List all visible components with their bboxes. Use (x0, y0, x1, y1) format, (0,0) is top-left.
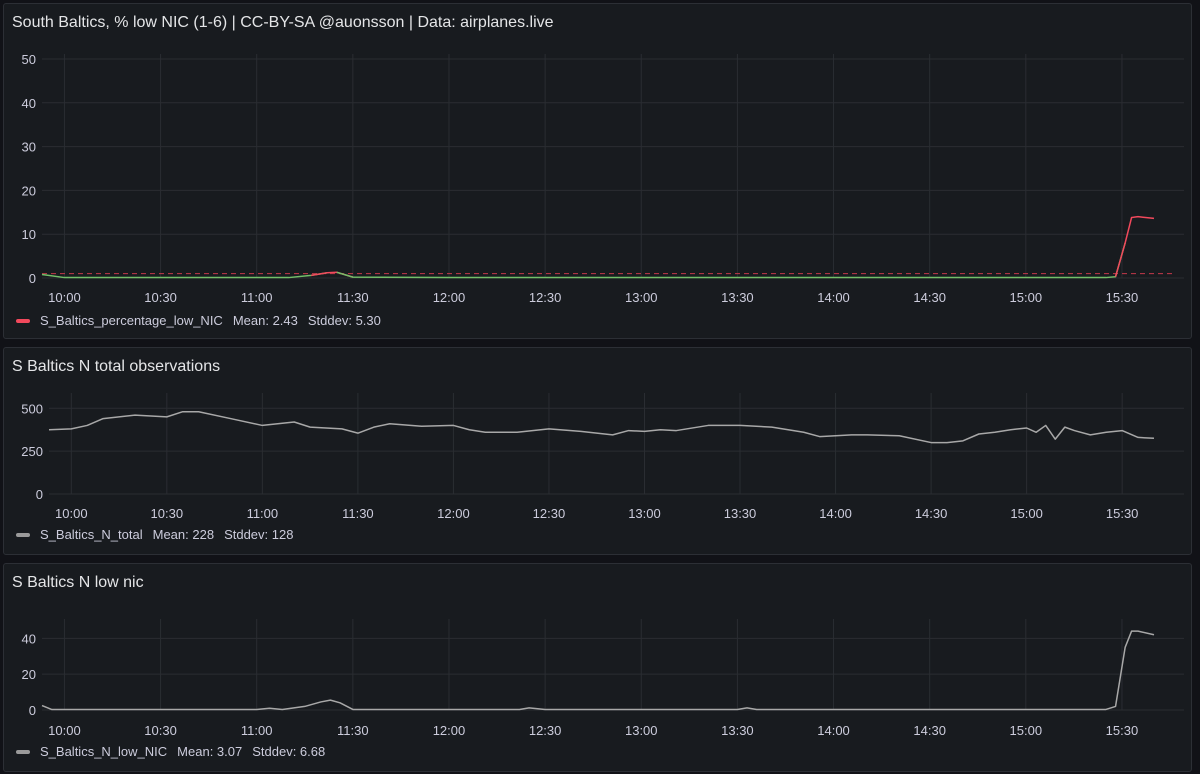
legend-series-name[interactable]: S_Baltics_N_total (40, 527, 143, 542)
series-line[interactable] (48, 410, 1155, 444)
legend-swatch (16, 749, 30, 754)
x-tick-label: 11:30 (337, 723, 369, 738)
x-tick-label: 13:30 (721, 290, 754, 305)
legend-mean: Mean: 2.43 (232, 313, 298, 328)
y-tick-label: 20 (22, 183, 36, 198)
x-tick-label: 14:00 (819, 506, 852, 521)
y-tick-label: 40 (22, 96, 36, 111)
x-tick-label: 14:00 (817, 723, 850, 738)
y-tick-label: 50 (22, 52, 36, 67)
legend-stddev: Stddev: 128 (224, 527, 294, 542)
chart-n-total: 0 250 500 10:00 10:30 11:00 11:30 12:00 12:30 13:… (21, 393, 1184, 521)
panel-title[interactable]: S Baltics N total observations (12, 358, 221, 375)
y-tick-label: 0 (36, 487, 43, 502)
x-tick-label: 13:00 (625, 290, 658, 305)
panel-n-low-nic: S Baltics N low nic 0 20 40 10:00 10:30 11:00… (3, 563, 1192, 772)
x-tick-label: 15:00 (1010, 290, 1043, 305)
x-tick-label: 15:30 (1106, 723, 1139, 738)
legend-series-name[interactable]: S_Baltics_N_low_NIC (40, 744, 168, 759)
y-tick-label: 30 (22, 140, 36, 155)
x-tick-label: 10:30 (144, 723, 177, 738)
x-tick-label: 11:00 (241, 723, 273, 738)
x-tick-label: 11:30 (337, 290, 369, 305)
legend-series-name[interactable]: S_Baltics_percentage_low_NIC (40, 313, 223, 328)
x-tick-label: 10:00 (55, 506, 88, 521)
y-tick-label: 40 (22, 631, 36, 646)
legend[interactable]: S_Baltics_percentage_low_NIC Mean: 2.43 … (16, 313, 391, 328)
x-tick-label: 14:30 (913, 290, 946, 305)
x-tick-label: 15:30 (1106, 290, 1139, 305)
x-tick-label: 13:30 (724, 506, 757, 521)
x-tick-label: 12:00 (433, 290, 466, 305)
panel-n-total: S Baltics N total observations 0 250 500 10… (3, 347, 1192, 555)
series-line[interactable] (1114, 215, 1155, 277)
x-tick-label: 11:30 (342, 506, 374, 521)
x-tick-label: 14:30 (913, 723, 946, 738)
x-tick-label: 12:00 (433, 723, 466, 738)
legend-mean: Mean: 3.07 (177, 744, 243, 759)
series-line[interactable] (41, 630, 1155, 711)
legend-swatch (16, 532, 30, 537)
legend[interactable]: S_Baltics_N_total Mean: 228 Stddev: 128 (16, 527, 303, 542)
x-tick-label: 15:30 (1106, 506, 1139, 521)
x-tick-label: 15:00 (1010, 723, 1043, 738)
y-tick-label: 250 (21, 444, 43, 459)
x-tick-label: 13:00 (628, 506, 661, 521)
x-tick-label: 10:30 (151, 506, 184, 521)
x-tick-label: 11:00 (241, 290, 273, 305)
x-tick-label: 13:00 (625, 723, 658, 738)
panel-percentage-low-nic: South Baltics, % low NIC (1-6) | CC-BY-S… (3, 3, 1192, 339)
chart-percentage-low-nic: 0 10 20 30 40 50 10:00 10:30 11:00 11:30 12:00 12:3… (22, 52, 1184, 305)
x-tick-label: 12:00 (437, 506, 470, 521)
x-tick-label: 10:30 (144, 290, 177, 305)
legend[interactable]: S_Baltics_N_low_NIC Mean: 3.07 Stddev: 6… (16, 744, 335, 759)
legend-mean: Mean: 228 (152, 527, 215, 542)
x-tick-label: 13:30 (721, 723, 754, 738)
y-tick-label: 0 (29, 703, 36, 718)
panel-title[interactable]: South Baltics, % low NIC (1-6) | CC-BY-S… (12, 14, 554, 31)
series-line[interactable] (41, 272, 328, 279)
legend-stddev: Stddev: 6.68 (252, 744, 326, 759)
y-tick-label: 20 (22, 667, 36, 682)
legend-swatch (16, 318, 30, 323)
x-tick-label: 12:30 (529, 290, 562, 305)
x-tick-label: 11:00 (247, 506, 279, 521)
legend-stddev: Stddev: 5.30 (307, 313, 381, 328)
series-line[interactable] (336, 242, 1126, 279)
y-tick-label: 0 (29, 271, 36, 286)
x-tick-label: 12:30 (529, 723, 562, 738)
x-tick-label: 10:00 (48, 723, 81, 738)
x-tick-label: 14:00 (817, 290, 850, 305)
chart-n-low-nic: 0 20 40 10:00 10:30 11:00 11:30 12:00 12:30 13:00… (22, 619, 1184, 738)
x-tick-label: 12:30 (533, 506, 566, 521)
y-tick-label: 10 (22, 227, 36, 242)
x-tick-label: 14:30 (915, 506, 948, 521)
panel-title[interactable]: S Baltics N low nic (12, 574, 144, 591)
x-tick-label: 15:00 (1010, 506, 1043, 521)
y-tick-label: 500 (21, 401, 43, 416)
x-tick-label: 10:00 (48, 290, 81, 305)
